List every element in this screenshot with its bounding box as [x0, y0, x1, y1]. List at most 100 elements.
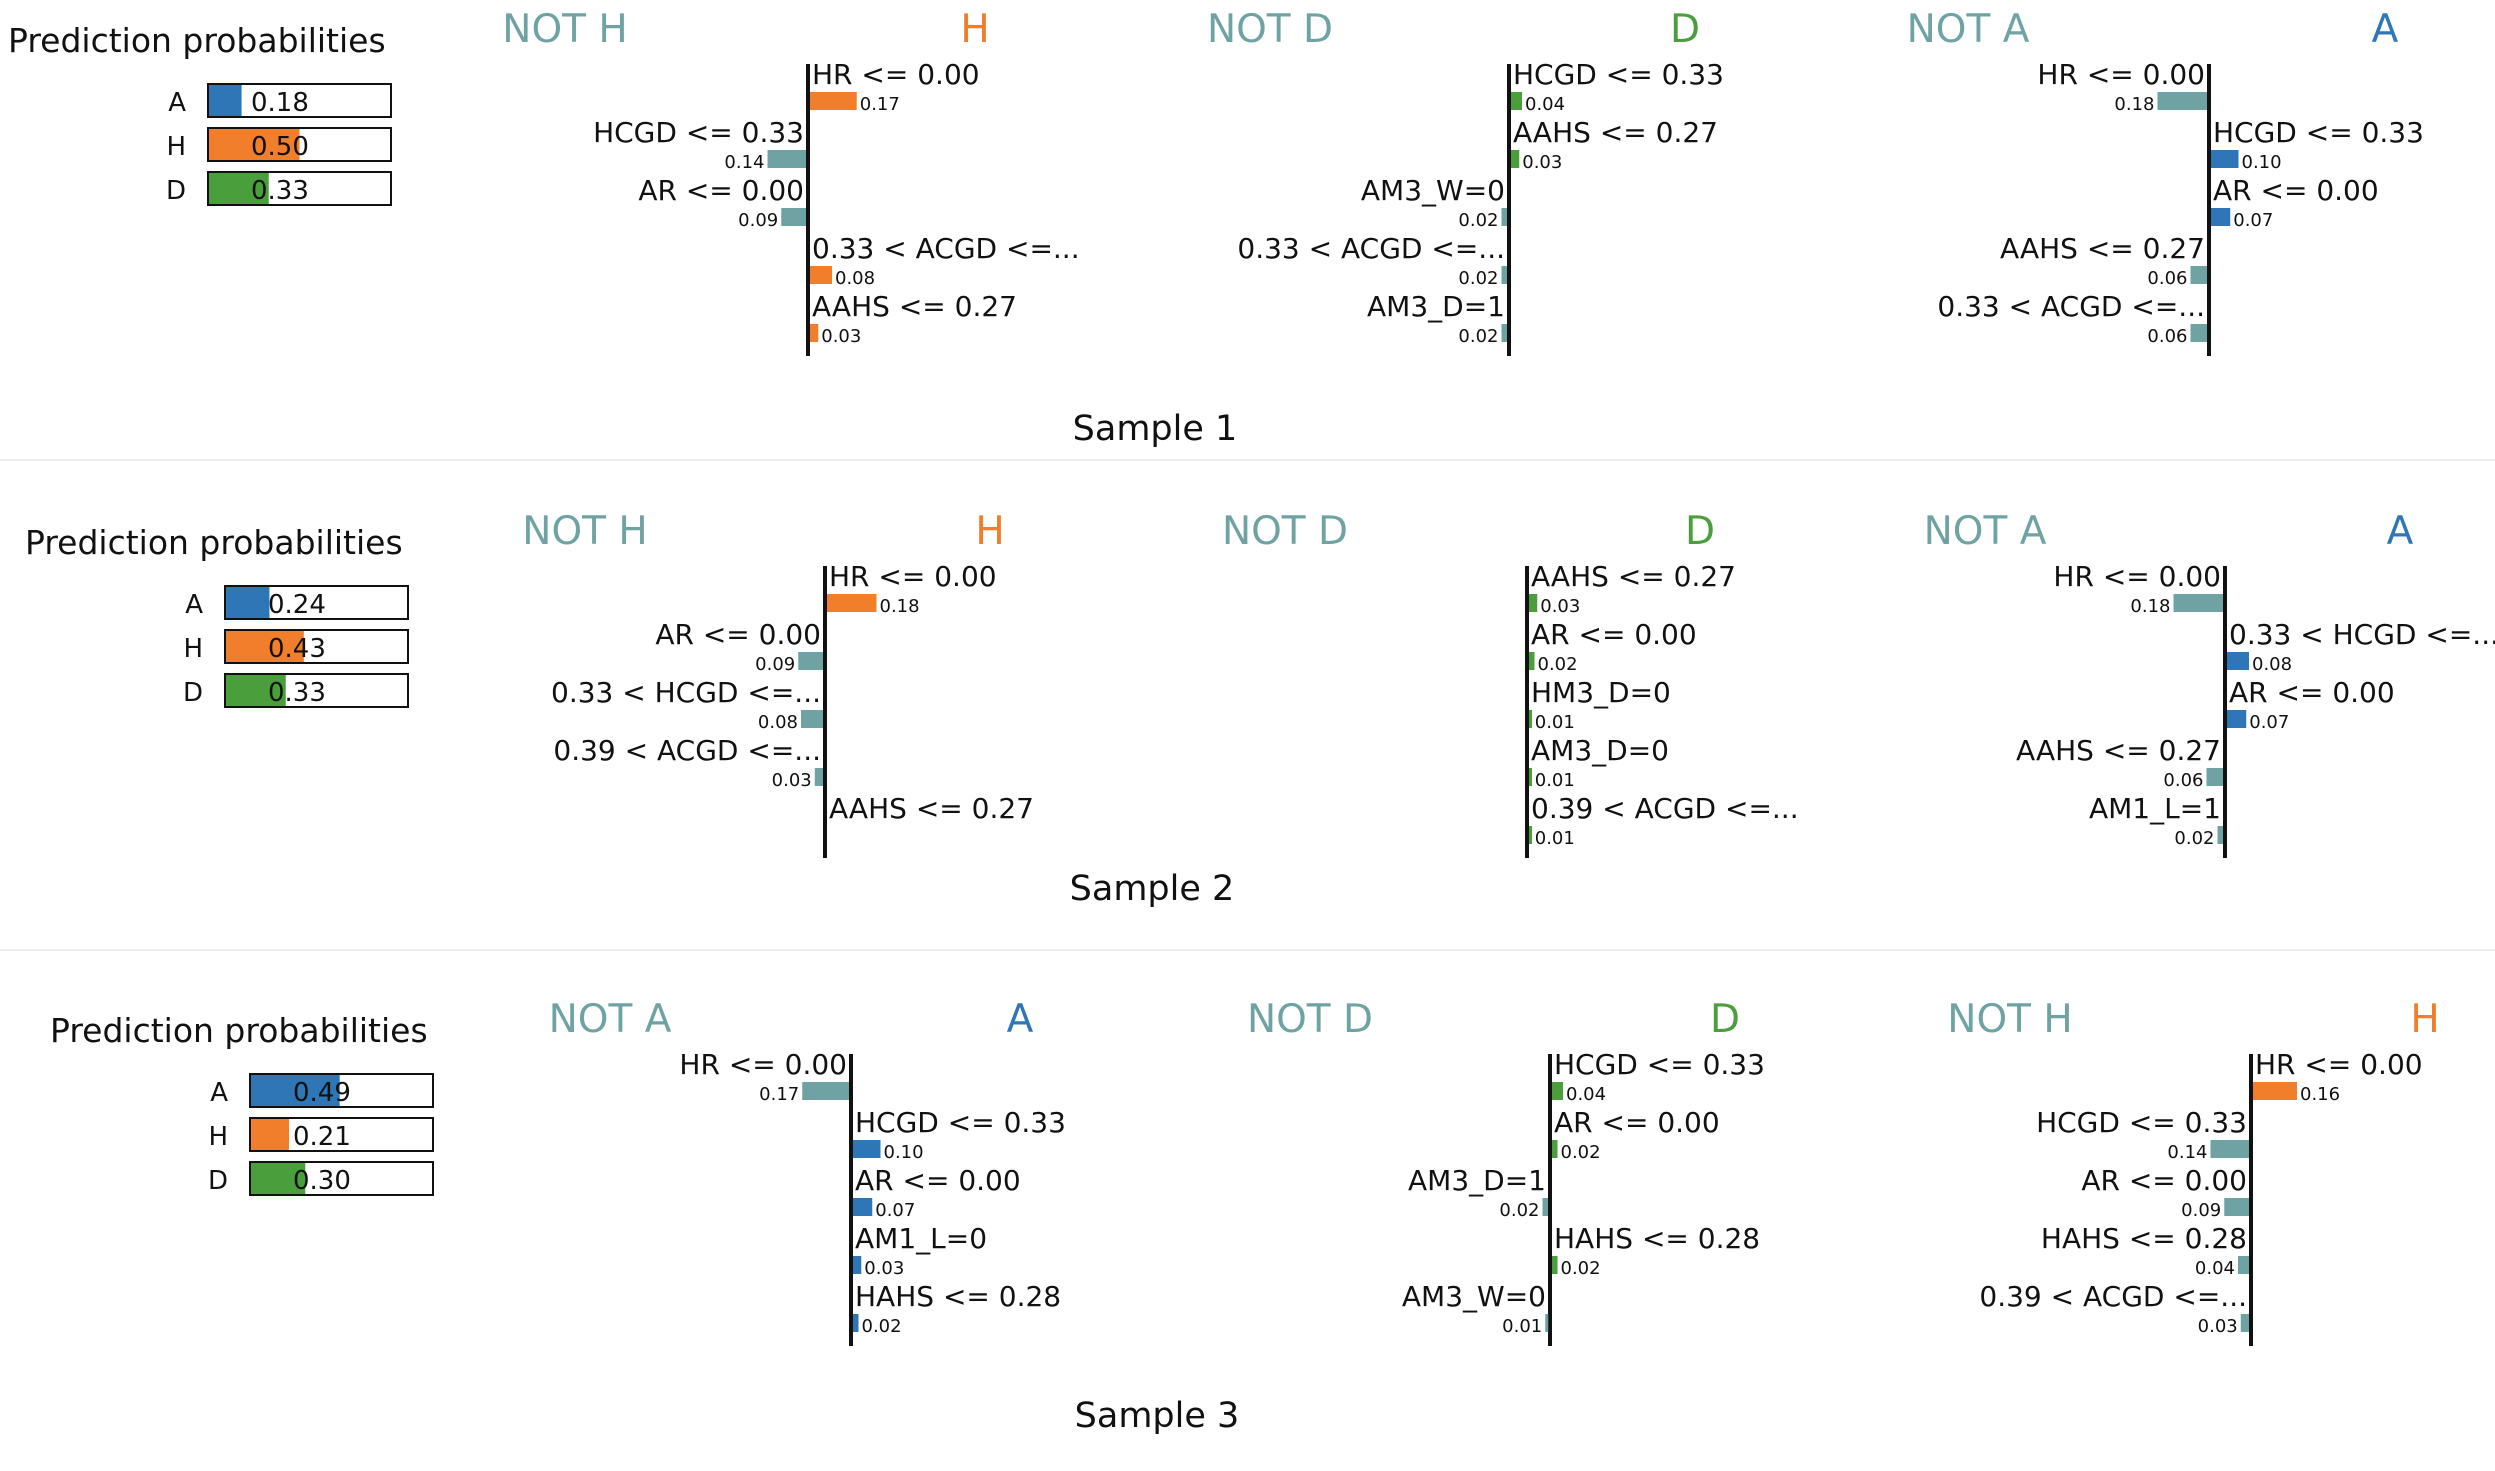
- prob-class-label: D: [208, 1166, 228, 1196]
- feature-weight: 0.10: [884, 1142, 924, 1163]
- feature-label: 0.33 < ACGD <=...: [812, 232, 1080, 265]
- feature-weight: 0.02: [1561, 1258, 1601, 1279]
- feature-weight: 0.08: [835, 268, 875, 289]
- feature-label: AM3_W=0: [1361, 174, 1505, 207]
- prob-value: 0.21: [293, 1122, 351, 1152]
- panel-class-label: D: [1685, 509, 1715, 554]
- feature-label: AM1_L=0: [855, 1222, 987, 1255]
- feature-weight: 0.18: [880, 596, 920, 617]
- feature-bar: [2253, 1082, 2297, 1100]
- prob-class-label: D: [183, 678, 203, 708]
- feature-bar: [801, 710, 823, 728]
- prob-class-label: D: [166, 176, 186, 206]
- feature-weight: 0.08: [2252, 654, 2292, 675]
- feature-label: AR <= 0.00: [1554, 1106, 1720, 1139]
- feature-label: 0.39 < ACGD <=...: [1531, 792, 1799, 825]
- feature-label: AR <= 0.00: [638, 174, 804, 207]
- prob-bar: [226, 631, 304, 662]
- feature-bar: [2210, 1140, 2249, 1158]
- feature-weight: 0.07: [2249, 712, 2289, 733]
- feature-weight: 0.06: [2147, 268, 2187, 289]
- feature-bar: [1529, 826, 1532, 844]
- prob-bar: [226, 587, 270, 618]
- feature-weight: 0.01: [1535, 828, 1575, 849]
- prob-bar: [251, 1075, 340, 1106]
- feature-weight: 0.02: [1458, 210, 1498, 231]
- feature-bar: [2224, 1198, 2249, 1216]
- feature-bar: [1552, 1256, 1558, 1274]
- feature-bar: [1542, 1198, 1548, 1216]
- feature-bar: [781, 208, 806, 226]
- panel-class-label: H: [2410, 997, 2439, 1042]
- feature-label: HR <= 0.00: [829, 560, 997, 593]
- feature-bar: [2206, 768, 2223, 786]
- feature-weight: 0.08: [758, 712, 798, 733]
- feature-label: AR <= 0.00: [655, 618, 821, 651]
- feature-weight: 0.07: [875, 1200, 915, 1221]
- feature-bar: [2238, 1256, 2249, 1274]
- feature-label: HCGD <= 0.33: [855, 1106, 1066, 1139]
- feature-bar: [1501, 266, 1507, 284]
- feature-label: HCGD <= 0.33: [2213, 116, 2424, 149]
- feature-bar: [853, 1198, 873, 1216]
- feature-bar: [853, 1140, 881, 1158]
- feature-weight: 0.04: [2195, 1258, 2235, 1279]
- panel-not-class-label: NOT D: [1222, 509, 1348, 554]
- feature-bar: [798, 652, 823, 670]
- feature-label: AM1_L=1: [2089, 792, 2221, 825]
- prediction-probabilities-title: Prediction probabilities: [25, 523, 403, 562]
- feature-label: AAHS <= 0.27: [829, 792, 1034, 825]
- feature-bar: [814, 768, 823, 786]
- feature-weight: 0.01: [1535, 712, 1575, 733]
- feature-label: AAHS <= 0.27: [1531, 560, 1736, 593]
- feature-label: HR <= 0.00: [812, 58, 980, 91]
- feature-bar: [2240, 1314, 2249, 1332]
- feature-bar: [810, 92, 857, 110]
- feature-weight: 0.14: [2167, 1142, 2207, 1163]
- prob-class-label: A: [210, 1078, 228, 1108]
- feature-label: HCGD <= 0.33: [593, 116, 804, 149]
- prediction-probabilities-title: Prediction probabilities: [8, 21, 386, 60]
- feature-weight: 0.02: [1538, 654, 1578, 675]
- feature-bar: [1529, 594, 1538, 612]
- feature-label: AR <= 0.00: [2213, 174, 2379, 207]
- feature-weight: 0.04: [1566, 1084, 1606, 1105]
- feature-weight: 0.18: [2114, 94, 2154, 115]
- feature-weight: 0.16: [2300, 1084, 2340, 1105]
- feature-bar: [827, 594, 877, 612]
- feature-label: AAHS <= 0.27: [2016, 734, 2221, 767]
- feature-bar: [810, 324, 819, 342]
- prediction-probabilities-title: Prediction probabilities: [50, 1011, 428, 1050]
- sample-caption: Sample 2: [1070, 869, 1235, 909]
- prob-bar: [226, 675, 286, 706]
- feature-bar: [2173, 594, 2223, 612]
- feature-bar: [1511, 150, 1520, 168]
- prob-bar: [209, 173, 269, 204]
- prob-class-label: A: [185, 590, 203, 620]
- prob-class-label: H: [166, 132, 186, 162]
- prob-value: 0.30: [293, 1166, 351, 1196]
- feature-label: AAHS <= 0.27: [1513, 116, 1718, 149]
- prob-value: 0.43: [268, 634, 326, 664]
- feature-weight: 0.03: [1522, 152, 1562, 173]
- prob-value: 0.50: [251, 132, 309, 162]
- feature-weight: 0.18: [2130, 596, 2170, 617]
- feature-bar: [1529, 652, 1535, 670]
- feature-weight: 0.02: [2174, 828, 2214, 849]
- feature-weight: 0.02: [1458, 268, 1498, 289]
- prob-bar: [251, 1119, 290, 1150]
- feature-bar: [853, 1314, 859, 1332]
- feature-label: HM3_D=0: [1531, 676, 1671, 709]
- feature-weight: 0.06: [2163, 770, 2203, 791]
- feature-bar: [2227, 710, 2247, 728]
- prob-value: 0.24: [268, 590, 326, 620]
- prob-value: 0.49: [293, 1078, 351, 1108]
- panel-class-label: D: [1670, 7, 1700, 52]
- prob-class-label: H: [208, 1122, 228, 1152]
- feature-bar: [1501, 324, 1507, 342]
- feature-label: HCGD <= 0.33: [1513, 58, 1724, 91]
- feature-label: AR <= 0.00: [2229, 676, 2395, 709]
- panel-not-class-label: NOT D: [1207, 7, 1333, 52]
- panel-not-class-label: NOT H: [1947, 997, 2072, 1042]
